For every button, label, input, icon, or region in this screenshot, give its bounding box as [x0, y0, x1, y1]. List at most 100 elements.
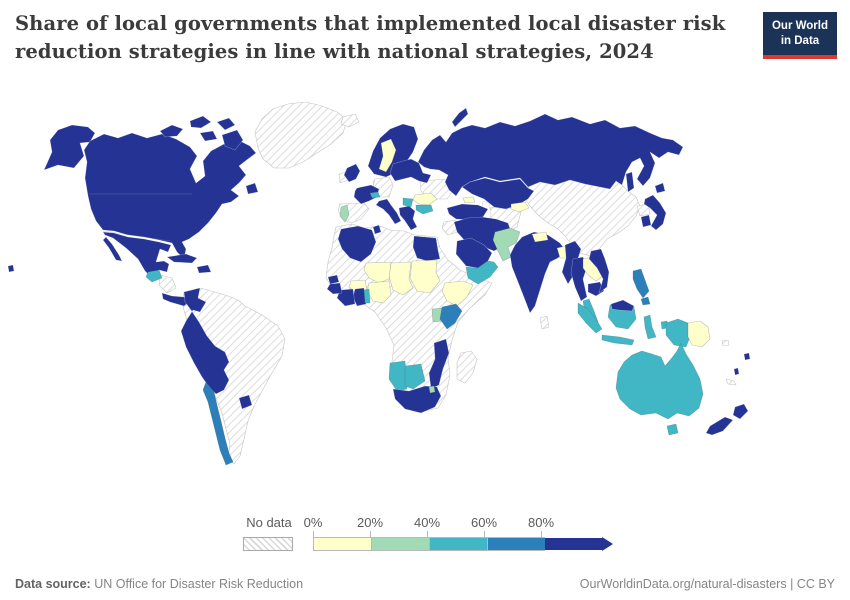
region-greenland[interactable] — [254, 101, 348, 169]
owid-logo[interactable]: Our World in Data — [763, 12, 837, 59]
region-java[interactable] — [601, 334, 635, 346]
region-sudan[interactable] — [409, 259, 441, 294]
region-fiji[interactable] — [743, 352, 751, 361]
region-togo[interactable] — [363, 288, 371, 304]
legend-tick-mark — [484, 531, 485, 537]
legend-bin-20-40[interactable] — [371, 537, 429, 551]
region-oman-yemen[interactable] — [465, 260, 499, 285]
region-bulgaria[interactable] — [415, 204, 434, 215]
region-sweden[interactable] — [378, 138, 397, 173]
region-georgia[interactable] — [462, 196, 476, 204]
region-cuba[interactable] — [166, 253, 198, 264]
region-papua-indonesia[interactable] — [665, 318, 691, 348]
region-sulawesi[interactable] — [643, 314, 657, 340]
legend-bin-60-80[interactable] — [487, 537, 545, 551]
region-arctic-islands[interactable] — [159, 124, 184, 138]
region-balkans-greece[interactable] — [398, 205, 418, 231]
legend-tick-mark — [541, 531, 542, 537]
region-baffin-island[interactable] — [221, 129, 244, 151]
region-kyrgyzstan[interactable] — [510, 201, 530, 213]
region-tasmania[interactable] — [666, 423, 679, 436]
region-algeria[interactable] — [337, 225, 377, 263]
region-sri-lanka[interactable] — [539, 315, 550, 330]
region-arctic-islands[interactable] — [199, 130, 218, 142]
legend-tick-mark — [370, 531, 371, 537]
region-sumatra[interactable] — [577, 302, 603, 334]
region-sakhalin[interactable] — [625, 171, 635, 193]
no-data-swatch[interactable] — [243, 537, 293, 551]
region-ethiopia[interactable] — [441, 280, 474, 307]
region-south-korea[interactable] — [640, 214, 652, 228]
region-novaya-zemlya[interactable] — [451, 107, 469, 128]
region-honduras-nicaragua[interactable] — [158, 274, 177, 294]
region-papua-new-guinea[interactable] — [687, 320, 711, 348]
region-russia[interactable] — [417, 113, 684, 197]
legend-tick-mark — [313, 531, 314, 537]
region-baja-california[interactable] — [102, 236, 123, 262]
region-guatemala[interactable] — [145, 269, 163, 283]
legend-tick-40: 40% — [413, 515, 441, 530]
region-hungary-serbia[interactable] — [402, 197, 414, 208]
footer-link[interactable]: OurWorldinData.org/natural-disasters | C… — [579, 577, 835, 591]
region-south-africa[interactable] — [392, 385, 442, 414]
region-new-zealand-north[interactable] — [732, 403, 749, 420]
region-pakistan[interactable] — [492, 227, 521, 262]
region-newfoundland[interactable] — [245, 182, 259, 195]
region-switzerland[interactable] — [369, 191, 381, 199]
region-japan-main[interactable] — [643, 194, 667, 231]
legend-bin-80-100[interactable] — [545, 537, 613, 551]
region-poland-baltics-belarus[interactable] — [389, 158, 432, 184]
region-egypt[interactable] — [412, 235, 441, 262]
region-canada-usa[interactable] — [83, 132, 257, 260]
region-kazakhstan[interactable] — [461, 177, 535, 210]
region-arctic-islands[interactable] — [216, 117, 236, 131]
region-new-zealand-south[interactable] — [705, 416, 734, 436]
region-namibia[interactable] — [388, 360, 408, 392]
region-arctic-islands[interactable] — [189, 115, 212, 129]
region-australia[interactable] — [615, 342, 704, 420]
region-guinea[interactable] — [326, 282, 343, 295]
region-france[interactable] — [353, 184, 380, 205]
region-italy[interactable] — [375, 198, 402, 225]
region-chile[interactable] — [202, 381, 234, 466]
region-cambodia[interactable] — [587, 281, 605, 297]
legend-bin-0-20[interactable] — [313, 537, 371, 551]
region-uruguay[interactable] — [238, 394, 253, 410]
region-portugal[interactable] — [339, 204, 350, 223]
region-alaska[interactable] — [43, 124, 96, 171]
legend-bin-40-60[interactable] — [429, 537, 487, 551]
footer: Data source: UN Office for Disaster Risk… — [0, 577, 850, 591]
region-vietnam[interactable] — [588, 248, 610, 294]
region-mozambique[interactable] — [428, 338, 450, 390]
owid-logo-line1: Our World — [771, 20, 828, 32]
region-madagascar[interactable] — [456, 350, 478, 384]
region-new-caledonia[interactable] — [725, 378, 737, 386]
region-south-america-nodata[interactable] — [181, 287, 286, 465]
region-iceland[interactable] — [340, 113, 360, 128]
region-vanuatu[interactable] — [733, 367, 740, 376]
region-kenya[interactable] — [439, 303, 463, 330]
region-mexico[interactable] — [102, 231, 172, 278]
region-eswatini[interactable] — [428, 385, 436, 394]
region-cote-divoire[interactable] — [336, 288, 356, 307]
region-hawaii[interactable] — [7, 264, 15, 273]
region-japan-hokkaido[interactable] — [654, 182, 666, 194]
legend-tick-0: 0% — [303, 515, 323, 530]
region-chad[interactable] — [388, 261, 414, 296]
region-senegal[interactable] — [327, 274, 340, 285]
region-india[interactable] — [509, 231, 567, 314]
region-solomon-islands[interactable] — [721, 339, 730, 347]
region-hispaniola[interactable] — [196, 264, 212, 274]
region-mindanao[interactable] — [640, 296, 651, 306]
region-syria-jordan[interactable] — [441, 219, 459, 236]
region-botswana[interactable] — [404, 363, 426, 390]
region-borneo-malaysia[interactable] — [610, 299, 635, 312]
legend-colorbar — [313, 537, 613, 551]
region-nepal[interactable] — [531, 231, 549, 243]
region-tunisia[interactable] — [372, 224, 382, 235]
region-united-kingdom[interactable] — [343, 163, 361, 183]
region-turkey[interactable] — [446, 203, 489, 221]
region-north-korea[interactable] — [636, 203, 651, 217]
region-philippines[interactable] — [632, 268, 650, 299]
